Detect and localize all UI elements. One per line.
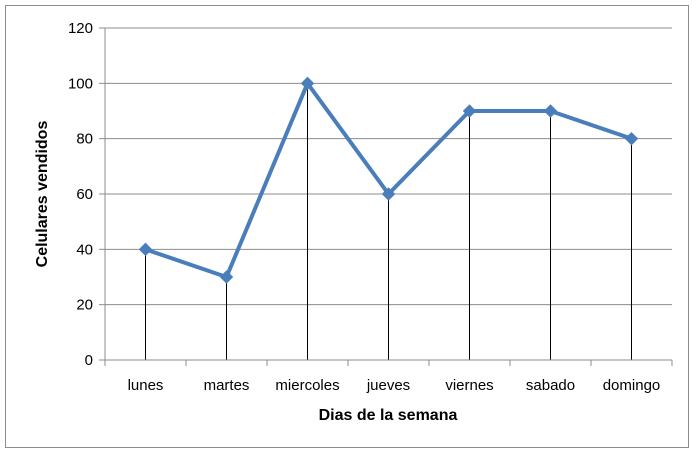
data-point-marker — [624, 131, 639, 146]
y-tick-label: 0 — [85, 352, 93, 369]
y-axis-title: Celulares vendidos — [34, 121, 51, 268]
y-tick-label: 120 — [68, 20, 93, 37]
x-tick-label: jueves — [366, 377, 410, 394]
data-point-marker — [300, 76, 315, 91]
drop-lines — [145, 83, 632, 360]
grid-lines — [105, 27, 672, 306]
x-tick-label: martes — [204, 377, 250, 394]
y-axis-ticks: 0 20 40 60 80 100 120 — [68, 20, 105, 369]
x-axis-title: Dias de la semana — [319, 407, 458, 424]
x-tick-label: domingo — [603, 377, 661, 394]
data-point-marker — [462, 104, 477, 118]
x-tick-label: miercoles — [275, 377, 339, 394]
data-point-marker — [138, 242, 153, 257]
y-tick-label: 100 — [68, 75, 93, 92]
data-point-marker — [219, 270, 234, 284]
data-point-marker — [543, 104, 558, 118]
chart-frame — [5, 5, 689, 448]
x-tick-label: lunes — [128, 377, 164, 394]
data-point-marker — [381, 187, 396, 201]
x-tick-label: sabado — [526, 377, 575, 394]
y-tick-label: 40 — [76, 241, 93, 258]
y-tick-label: 60 — [76, 186, 93, 203]
series-group — [138, 76, 639, 284]
y-tick-label: 20 — [76, 297, 93, 314]
axes — [104, 28, 672, 361]
y-tick-label: 80 — [76, 131, 93, 148]
x-axis-ticks: lunes martes miercoles jueves viernes sabado d… — [104, 360, 673, 394]
x-tick-label: viernes — [445, 377, 493, 394]
